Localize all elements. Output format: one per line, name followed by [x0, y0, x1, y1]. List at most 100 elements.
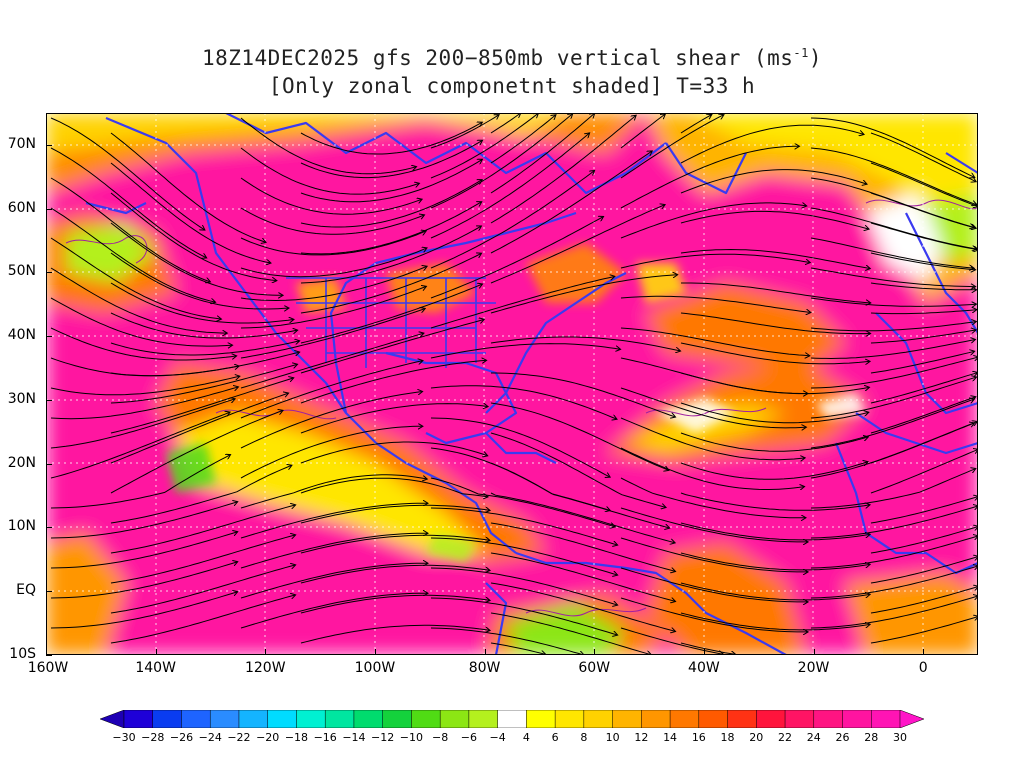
streamline [620, 253, 809, 269]
streamline [110, 341, 299, 356]
streamline [620, 115, 665, 149]
streamline [50, 562, 237, 599]
streamline [490, 275, 677, 314]
streamline [490, 205, 664, 284]
colorbar-tick-label: −24 [198, 731, 222, 744]
streamline [50, 592, 237, 629]
streamline [50, 327, 236, 361]
streamline [810, 340, 975, 360]
colorbar-tick-label: 24 [806, 731, 821, 744]
streamline [680, 342, 869, 364]
streamline [620, 115, 723, 179]
lat-tick [46, 144, 52, 146]
colorbar-tick-label: 28 [864, 731, 879, 744]
streamline [620, 537, 807, 572]
colorbar-swatch [382, 710, 412, 728]
streamline [110, 282, 293, 324]
lon-label: 120W [244, 660, 286, 676]
streamline [620, 387, 805, 428]
streamline [110, 365, 297, 404]
colorbar-tick-label: −26 [169, 731, 194, 744]
colorbar-swatch [267, 710, 297, 728]
streamline [490, 152, 651, 254]
streamline [300, 160, 482, 203]
streamline [110, 162, 270, 263]
lat-tick [46, 655, 52, 656]
streamline [300, 254, 481, 314]
colorbar-swatch [641, 710, 671, 728]
streamline [620, 295, 810, 312]
lon-label: 60W [578, 660, 611, 676]
colorbar-tick-label: 10 [605, 731, 620, 744]
streamline [50, 502, 237, 539]
streamline [870, 162, 978, 206]
streamline [50, 207, 215, 302]
streamline [110, 132, 265, 242]
streamline [680, 169, 866, 194]
colorbar-tick-label: 22 [778, 731, 793, 744]
streamline [490, 492, 674, 543]
streamline [110, 505, 295, 554]
lat-tick [46, 208, 52, 210]
lat-tick [46, 527, 52, 529]
lon-label: 140W [135, 660, 176, 676]
colorbar-swatch [583, 710, 614, 728]
streamline [680, 124, 863, 164]
streamline [490, 114, 594, 194]
streamline [870, 192, 975, 228]
colorbar-swatch [324, 710, 355, 728]
streamline [240, 563, 427, 599]
streamline [430, 417, 609, 477]
colorbar-tick-label: −6 [460, 731, 477, 744]
chart-title-line2: [Only zonal componetnt shaded] T=33 h [268, 74, 756, 98]
streamline [870, 252, 975, 270]
lat-label: 50N [7, 263, 36, 280]
streamline [430, 477, 614, 527]
colorbar-tick-label: −14 [342, 731, 366, 744]
streamline [110, 192, 276, 281]
lon-label: 0 [918, 660, 928, 676]
streamline [240, 503, 427, 539]
lat-label: EQ [16, 582, 36, 599]
streamline [300, 534, 489, 554]
lat-label: 40N [7, 327, 36, 344]
shear-streamlines [50, 114, 978, 655]
streamline [810, 237, 973, 268]
colorbar-swatch [756, 710, 786, 728]
streamline [300, 227, 481, 284]
streamline [870, 557, 978, 584]
colorbar-tick-label: −16 [313, 731, 337, 744]
colorbar-swatch [296, 710, 326, 728]
streamline [680, 582, 869, 601]
streamline [430, 277, 614, 329]
streamline [240, 287, 426, 329]
streamline [490, 336, 680, 351]
streamline [620, 417, 804, 460]
streamline [50, 297, 232, 346]
streamline [680, 462, 867, 480]
streamline [870, 497, 978, 524]
streamline [620, 627, 723, 654]
streamline [300, 404, 487, 434]
streamline [110, 535, 295, 584]
streamline [240, 248, 426, 278]
streamline [620, 146, 799, 209]
lon-label: 100W [354, 660, 396, 676]
colorbar-swatch [842, 710, 872, 728]
lat-label: 60N [7, 199, 36, 216]
streamline [870, 587, 978, 614]
colorbar-swatch [353, 710, 384, 728]
streamline [240, 392, 422, 449]
streamline [300, 594, 489, 614]
streamline [110, 565, 295, 614]
streamline [50, 376, 239, 396]
streamline [870, 310, 976, 315]
colorbar-tick-label: −18 [284, 731, 309, 744]
colorbar-swatch [238, 710, 269, 728]
streamline [240, 309, 424, 359]
shear-field-shading [46, 113, 978, 655]
lat-tick [46, 336, 52, 338]
streamline [680, 115, 711, 134]
streamline [300, 180, 481, 228]
streamline [240, 207, 424, 235]
